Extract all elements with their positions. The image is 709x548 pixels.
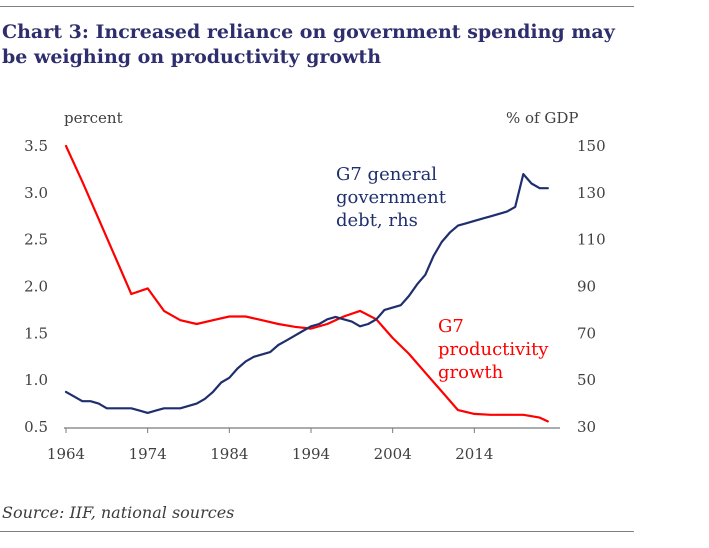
y-left-tick-label: 2.0	[24, 278, 48, 296]
y-left-tick-label: 3.0	[24, 184, 48, 202]
y-left-tick-label: 2.5	[24, 231, 48, 249]
series-label-line: debt, rhs	[336, 210, 418, 231]
y-right-tick-label: 50	[577, 371, 596, 389]
chart-title: Chart 3: Increased reliance on governmen…	[2, 21, 615, 68]
y-right-tick-label: 110	[577, 231, 606, 249]
series-label-line: productivity	[438, 339, 549, 360]
series-label-line: government	[336, 187, 447, 208]
y-right-tick-label: 30	[577, 418, 596, 436]
source-note: Source: IIF, national sources	[2, 503, 235, 522]
productivity-growth-line	[64, 144, 549, 423]
x-tick-label: 1994	[292, 445, 330, 463]
x-tick-label: 1974	[129, 445, 167, 463]
government-debt-line	[64, 173, 549, 414]
bottom-rule	[0, 531, 634, 532]
productivity-series-label: G7 productivity growth	[438, 316, 549, 383]
x-tick-label: 1984	[210, 445, 248, 463]
right-axis-unit-label: % of GDP	[506, 109, 578, 127]
debt-series-label: G7 general government debt, rhs	[336, 164, 447, 231]
x-tick-label: 2014	[455, 445, 493, 463]
left-axis-unit-label: percent	[64, 109, 123, 127]
top-rule	[0, 6, 634, 7]
series-label-line: G7 general	[336, 164, 437, 185]
y-left-tick-label: 3.5	[24, 137, 48, 155]
y-right-tick-label: 90	[577, 278, 596, 296]
x-tick-label: 1964	[47, 445, 85, 463]
y-right-tick-label: 70	[577, 324, 596, 342]
y-left-tick-label: 0.5	[24, 418, 48, 436]
y-left-tick-label: 1.5	[24, 324, 48, 342]
y-right-tick-label: 150	[577, 137, 606, 155]
series-layer	[64, 144, 549, 423]
axes-layer: 1964 1974 1984 1994 2004 2014 3.5 3.0 2.5 2.0 1.5 1…	[24, 137, 606, 463]
y-left-tick-label: 1.0	[24, 371, 48, 389]
series-label-line: growth	[438, 362, 504, 383]
y-right-tick-label: 130	[577, 184, 606, 202]
series-label-line: G7	[438, 316, 464, 337]
x-tick-label: 2004	[374, 445, 412, 463]
